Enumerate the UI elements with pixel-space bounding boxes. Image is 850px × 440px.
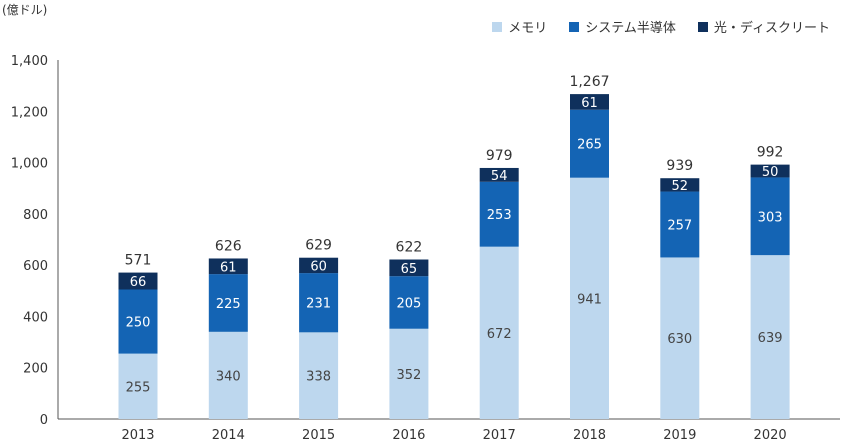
y-tick-label: 1,400	[11, 54, 48, 69]
bar-total-label: 992	[757, 145, 784, 161]
legend-swatch-system	[569, 21, 580, 32]
bar-segment-label: 941	[577, 292, 602, 307]
bar-segment-label: 61	[581, 96, 598, 111]
bar-segment	[570, 177, 609, 419]
bar-segment	[299, 332, 339, 419]
bar-segment	[299, 273, 339, 333]
bar-segment	[660, 178, 700, 192]
y-tick-label: 1,200	[11, 105, 48, 120]
bar-segment-label: 250	[126, 316, 151, 331]
y-tick-label: 600	[23, 259, 48, 274]
bar-segment-label: 352	[396, 368, 421, 383]
bar-segment	[750, 255, 790, 419]
y-tick-label: 800	[23, 208, 48, 223]
bar-segment	[479, 167, 519, 182]
legend-label-memory: メモリ	[508, 21, 548, 36]
bar-segment-label: 61	[220, 260, 237, 275]
bar-segment-label: 65	[401, 262, 418, 277]
bar-segment-label: 340	[216, 369, 241, 384]
bar-segment	[389, 259, 429, 277]
bar-segment-label: 66	[130, 275, 147, 290]
legend-swatch-memory	[492, 21, 503, 32]
legend-item-opto: 光・ディスクリート	[697, 17, 830, 36]
bar-segment	[479, 246, 519, 419]
x-tick-label: 2014	[212, 428, 245, 440]
x-tick-label: 2017	[483, 428, 516, 440]
bar-segment-label: 253	[487, 208, 512, 223]
bar-segment	[750, 177, 790, 256]
bar-segment-label: 50	[762, 165, 779, 180]
legend-item-system: システム半導体	[569, 17, 676, 36]
x-tick-label: 2013	[121, 428, 154, 440]
legend: メモリ システム半導体 光・ディスクリート	[492, 17, 830, 36]
y-tick-label: 1,000	[11, 157, 48, 172]
bar-segment	[299, 257, 339, 274]
x-tick-label: 2019	[663, 428, 696, 440]
bar-segment-label: 205	[396, 296, 421, 311]
bar-total-label: 626	[215, 238, 242, 254]
x-tick-label: 2015	[302, 428, 335, 440]
bar-segment-label: 231	[306, 297, 331, 312]
bar-segment	[389, 328, 429, 419]
bar-total-label: 939	[666, 158, 693, 174]
bar-total-label: 979	[486, 148, 513, 164]
bar-total-label: 629	[305, 238, 332, 254]
y-tick-label: 0	[40, 413, 48, 428]
legend-label-system: システム半導体	[585, 21, 676, 36]
bar-segment-label: 52	[672, 179, 689, 194]
bar-total-label: 622	[396, 240, 423, 256]
bar-total-label: 571	[125, 253, 152, 269]
bar-segment-label: 257	[667, 218, 692, 233]
bar-segment-label: 303	[758, 210, 783, 225]
bar-segment	[389, 276, 429, 329]
bar-segment	[118, 272, 158, 290]
bar-segment	[660, 191, 700, 258]
bar-segment-label: 338	[306, 370, 331, 385]
x-tick-label: 2020	[754, 428, 787, 440]
bar-segment	[750, 164, 790, 178]
bar-segment	[208, 331, 248, 419]
y-tick-label: 400	[23, 310, 48, 325]
bar-segment-label: 54	[491, 169, 508, 184]
bar-segment-label: 265	[577, 138, 602, 153]
bar-total-label: 1,267	[569, 74, 609, 90]
bar-segment	[660, 257, 700, 419]
bar-segment	[570, 94, 609, 110]
bar-segment-label: 672	[487, 327, 512, 342]
y-axis-unit-label: (億ドル)	[2, 3, 48, 17]
legend-label-opto: 光・ディスクリート	[713, 21, 830, 36]
bar-segment	[208, 274, 248, 332]
bar-segment-label: 225	[216, 297, 241, 312]
bar-segment-label: 60	[310, 259, 327, 274]
bar-segment	[208, 258, 248, 275]
legend-item-memory: メモリ	[492, 17, 547, 36]
bar-segment-label: 630	[667, 332, 692, 347]
bar-segment	[479, 181, 519, 247]
bar-segment	[570, 109, 609, 178]
x-tick-label: 2018	[573, 428, 606, 440]
bar-segment	[118, 353, 158, 419]
bar-segment-label: 255	[126, 380, 151, 395]
x-tick-label: 2016	[392, 428, 425, 440]
legend-swatch-opto	[697, 21, 708, 32]
bar-segment-label: 639	[758, 331, 783, 346]
y-tick-label: 200	[23, 362, 48, 377]
bar-segment	[118, 289, 158, 354]
